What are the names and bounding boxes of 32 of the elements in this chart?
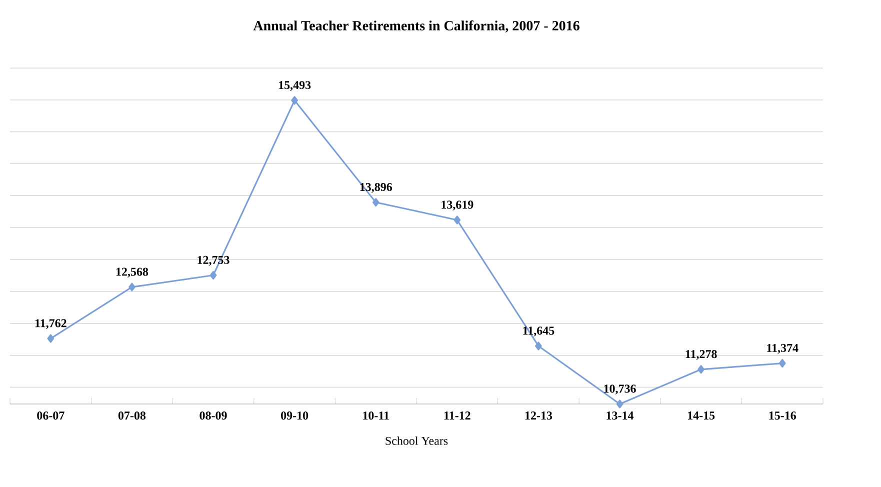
x-tick-label: 12-13 — [525, 412, 552, 420]
data-label: 11,645 — [523, 326, 554, 336]
point — [210, 270, 217, 280]
data-label: 12,568 — [116, 268, 148, 278]
x-tick-label: 14-15 — [688, 412, 715, 420]
point — [535, 342, 542, 350]
x-tick-label: 13-14 — [606, 412, 634, 420]
data-label: 13,619 — [442, 200, 474, 210]
x-tick-label: 11-12 — [444, 412, 470, 420]
data-label: 11,278 — [686, 350, 717, 360]
x-tick-label: 06-07 — [37, 412, 64, 420]
point — [778, 358, 786, 368]
point — [291, 96, 298, 105]
chart-title: Annual Teacher Retirements in California, 2007 - 2016 — [253, 20, 580, 32]
point — [616, 400, 624, 408]
data-label: 15,493 — [279, 81, 311, 91]
x-tick-label: 08-09 — [200, 412, 227, 420]
x-axis-title: School Years — [386, 436, 448, 445]
x-tick-label: 10-11 — [363, 412, 389, 420]
point — [698, 365, 704, 374]
data-label: 11,762 — [35, 319, 66, 329]
data-label: 13,896 — [360, 182, 392, 193]
x-tick-label: 09-10 — [281, 412, 308, 420]
x-tick-label: 15-16 — [769, 412, 796, 420]
data-label: 11,374 — [767, 344, 798, 354]
data-label: 10,736 — [604, 384, 636, 394]
data-label: 12,753 — [198, 256, 230, 266]
point — [128, 282, 136, 292]
point — [47, 334, 54, 343]
x-tick-label: 07-08 — [118, 412, 146, 420]
point — [454, 216, 461, 224]
point — [372, 198, 380, 207]
